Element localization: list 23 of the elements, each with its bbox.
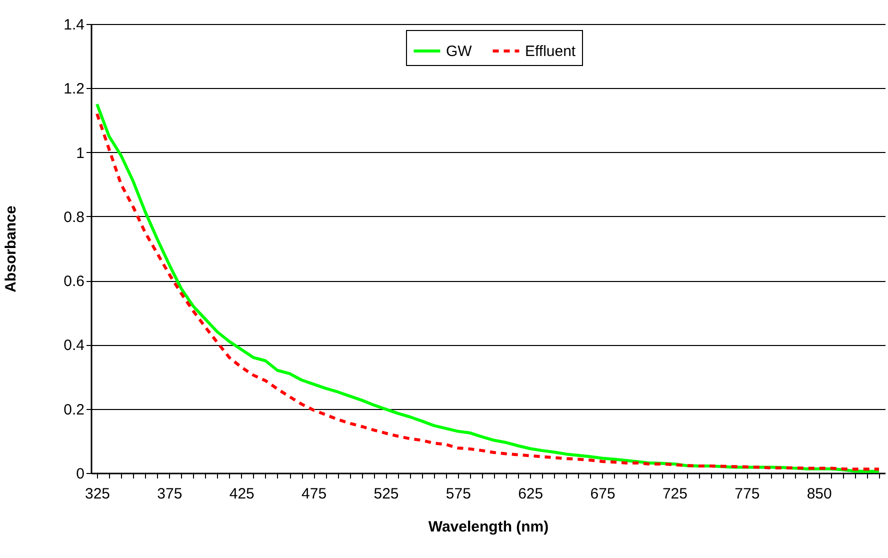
x-tick-label: 675 bbox=[590, 486, 616, 502]
y-tick-label: 0.6 bbox=[64, 273, 84, 290]
y-tick-label: 1 bbox=[76, 144, 84, 162]
x-tick-label: 850 bbox=[806, 486, 832, 502]
x-tick-label: 325 bbox=[85, 486, 110, 502]
y-tick-label: 0 bbox=[76, 466, 84, 482]
x-tick-label: 475 bbox=[302, 486, 327, 502]
legend-label: Effluent bbox=[525, 43, 576, 60]
y-tick-label: 0.8 bbox=[64, 208, 84, 226]
x-tick-label: 425 bbox=[229, 486, 254, 502]
y-tick-label: 1.4 bbox=[64, 16, 84, 34]
x-tick-label: 575 bbox=[446, 486, 471, 502]
x-axis-title: Wavelength (nm) bbox=[428, 518, 549, 536]
x-tick-label: 525 bbox=[374, 486, 399, 502]
x-tick-label: 725 bbox=[662, 486, 688, 502]
y-tick-label: 0.2 bbox=[64, 401, 84, 418]
y-tick-label: 0.4 bbox=[64, 337, 84, 354]
y-axis-title: Absorbance bbox=[2, 206, 20, 292]
x-tick-label: 375 bbox=[157, 486, 182, 502]
x-tick-label: 625 bbox=[518, 486, 544, 502]
y-tick-label: 1.2 bbox=[64, 80, 84, 98]
legend-label: GW bbox=[446, 43, 473, 60]
x-tick-label: 775 bbox=[734, 486, 760, 502]
